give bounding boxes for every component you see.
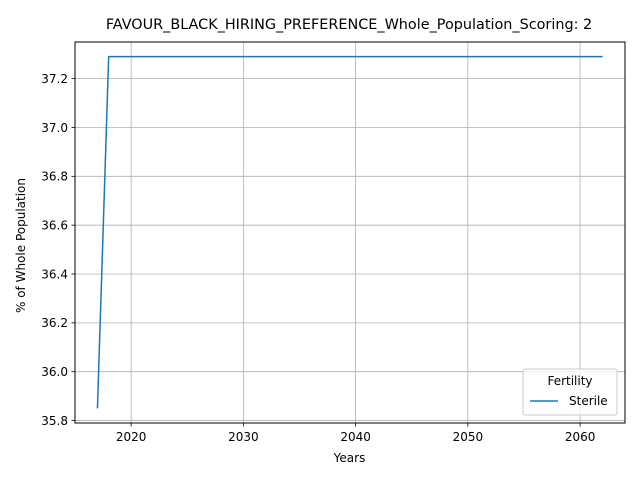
y-tick-label: 36.6 bbox=[41, 218, 68, 232]
y-tick-label: 36.0 bbox=[41, 365, 68, 379]
legend-box bbox=[522, 368, 618, 416]
x-tick-label: 2040 bbox=[340, 430, 371, 444]
axis-ticks: 2020 2030 2040 2050 2060 35.8 36.0 36.2 36.4 36.6… bbox=[41, 72, 595, 444]
grid bbox=[75, 42, 625, 423]
y-tick-label: 36.2 bbox=[41, 316, 68, 330]
plot-frame bbox=[74, 41, 626, 424]
series-layer bbox=[96, 55, 603, 409]
x-tick-label: 2050 bbox=[453, 430, 484, 444]
y-tick-label: 37.0 bbox=[41, 121, 68, 135]
series-line-sterile bbox=[96, 55, 603, 409]
x-tick-label: 2020 bbox=[116, 430, 147, 444]
legend: Fertility Sterile bbox=[522, 368, 618, 416]
y-tick-label: 35.8 bbox=[41, 414, 68, 428]
y-tick-label: 37.2 bbox=[41, 72, 68, 86]
x-axis-label: Years bbox=[333, 451, 366, 465]
chart-title: FAVOUR_BLACK_HIRING_PREFERENCE_Whole_Pop… bbox=[106, 17, 592, 33]
x-tick-label: 2030 bbox=[228, 430, 259, 444]
y-tick-label: 36.4 bbox=[41, 267, 68, 281]
x-tick-label: 2060 bbox=[565, 430, 596, 444]
y-axis-label: % of Whole Population bbox=[14, 178, 28, 313]
legend-title: Fertility bbox=[547, 374, 592, 388]
legend-label-sterile: Sterile bbox=[569, 394, 608, 408]
y-tick-label: 36.8 bbox=[41, 170, 68, 184]
